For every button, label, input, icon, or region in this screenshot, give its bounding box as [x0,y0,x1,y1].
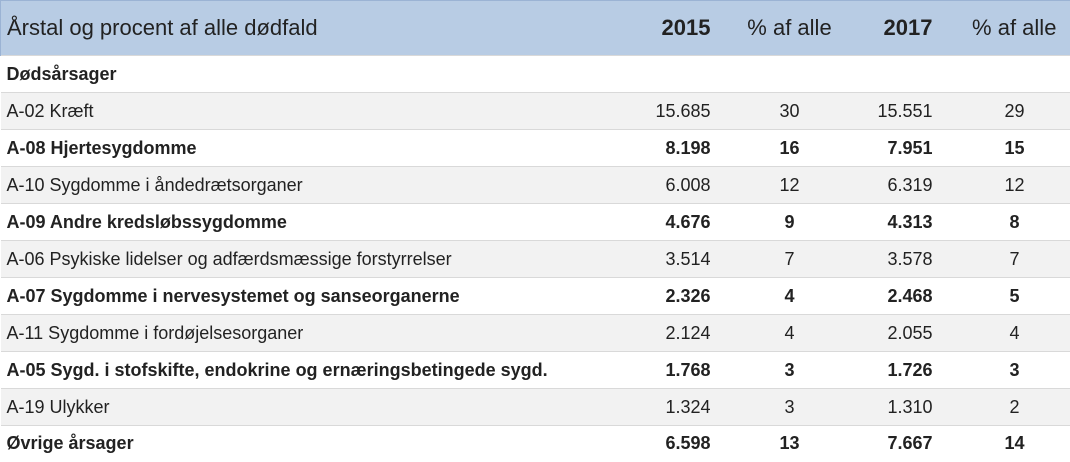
cell: 29 [940,92,1070,130]
header-title: Årstal og procent af alle dødfald [0,0,631,56]
cell: 1.324 [630,388,719,426]
cell: 4 [718,277,861,315]
cell: 6.008 [630,166,719,204]
cell: 5 [940,277,1070,315]
table-row: A-08 Hjertesygdomme 8.198 16 7.951 15 [0,129,1070,167]
cell: 2.124 [630,314,719,352]
cell: 2 [940,388,1070,426]
header-cell: % af alle [940,0,1070,56]
cell: 15 [940,129,1070,167]
cell: 7.951 [860,129,941,167]
cell: 16 [718,129,861,167]
row-label: A-19 Ulykker [0,388,631,426]
header-cell: % af alle [718,0,861,56]
row-label: A-10 Sygdomme i åndedrætsorganer [0,166,631,204]
cell: 7.667 [860,425,941,462]
cell: 3.514 [630,240,719,278]
cell: 8.198 [630,129,719,167]
cell: 2.055 [860,314,941,352]
table-row: A-11 Sygdomme i fordøjelsesorganer 2.124 4… [0,314,1070,352]
header-cell: 2017 [860,0,941,56]
cell: 9 [718,203,861,241]
table-row: A-05 Sygd. i stofskifte, endokrine og er… [0,351,1070,389]
section-row: Dødsårsager [0,55,1070,93]
cell: 3.578 [860,240,941,278]
row-label: A-09 Andre kredsløbssygdomme [0,203,631,241]
cell: 13 [718,425,861,462]
cell: 15.551 [860,92,941,130]
header-cell: 2015 [630,0,719,56]
cell: 3 [718,388,861,426]
cell: 12 [940,166,1070,204]
cell: 1.768 [630,351,719,389]
cell: 14 [940,425,1070,462]
row-label: A-11 Sygdomme i fordøjelsesorganer [0,314,631,352]
header-row: Årstal og procent af alle dødfald 2015 %… [0,0,1070,56]
row-label: Øvrige årsager [0,425,631,462]
cell: 30 [718,92,861,130]
cell: 4.676 [630,203,719,241]
table-row: A-06 Psykiske lidelser og adfærdsmæssige… [0,240,1070,278]
cell: 1.310 [860,388,941,426]
row-label: A-08 Hjertesygdomme [0,129,631,167]
cell: 2.468 [860,277,941,315]
table-row: A-19 Ulykker 1.324 3 1.310 2 [0,388,1070,426]
cell: 15.685 [630,92,719,130]
row-label: A-05 Sygd. i stofskifte, endokrine og er… [0,351,631,389]
cell: 12 [718,166,861,204]
cell: 7 [940,240,1070,278]
row-label: A-06 Psykiske lidelser og adfærdsmæssige… [0,240,631,278]
cell: 4 [940,314,1070,352]
table-row: A-07 Sygdomme i nervesystemet og sanseor… [0,277,1070,315]
row-label: A-07 Sygdomme i nervesystemet og sanseor… [0,277,631,315]
cell: 4 [718,314,861,352]
cell: 7 [718,240,861,278]
cell: 3 [718,351,861,389]
table-row: A-02 Kræft 15.685 30 15.551 29 [0,92,1070,130]
cell: 8 [940,203,1070,241]
cell: 4.313 [860,203,941,241]
cell: 6.319 [860,166,941,204]
table-row: A-09 Andre kredsløbssygdomme 4.676 9 4.313 8 [0,203,1070,241]
row-label: A-02 Kræft [0,92,631,130]
cell: 3 [940,351,1070,389]
cell: 2.326 [630,277,719,315]
table-row: A-10 Sygdomme i åndedrætsorganer 6.008 12 6… [0,166,1070,204]
table-row: Øvrige årsager 6.598 13 7.667 14 [0,425,1070,462]
cell: 6.598 [630,425,719,462]
section-label: Dødsårsager [0,55,1070,93]
cell: 1.726 [860,351,941,389]
